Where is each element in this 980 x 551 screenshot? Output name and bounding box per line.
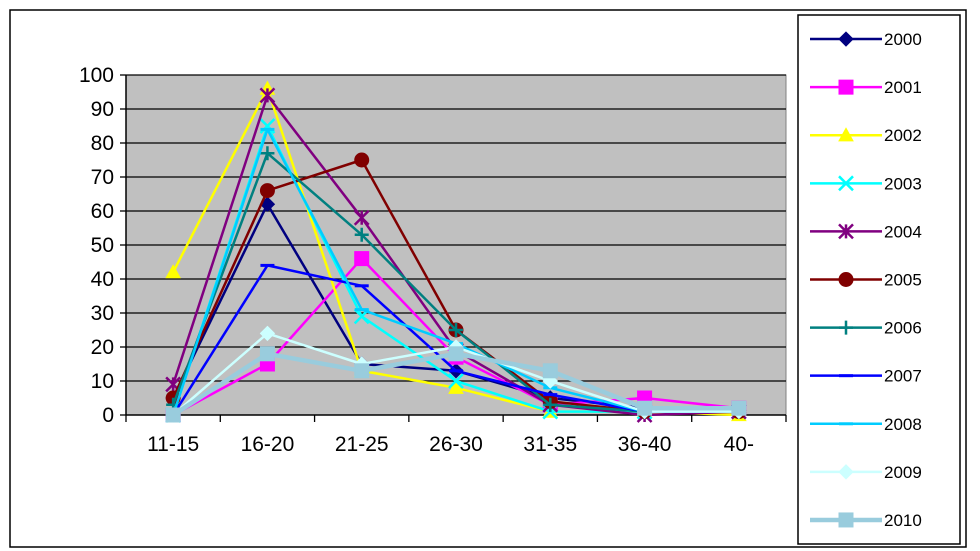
legend-item: 2009: [810, 463, 922, 482]
legend-label: 2002: [884, 126, 922, 145]
legend-label: 2005: [884, 271, 922, 290]
legend-label: 2001: [884, 78, 922, 97]
legend-item: 2007: [810, 367, 922, 386]
data-point: [448, 346, 464, 362]
x-tick-label: 31-35: [523, 433, 577, 456]
data-point: [165, 407, 181, 423]
y-tick-label: 50: [91, 234, 114, 257]
legend-item: 2000: [810, 30, 922, 49]
data-point: [448, 379, 464, 394]
y-tick-label: 0: [102, 404, 114, 427]
legend: 2000 2001 2002 2003 2004 2005 2006 2007 2008 2009…: [797, 14, 961, 545]
data-point: [260, 146, 275, 161]
legend-marker: [838, 272, 854, 287]
legend-item: 2001: [810, 78, 922, 97]
legend-marker: [838, 223, 854, 240]
data-point: [731, 400, 747, 416]
data-point: [543, 397, 558, 412]
series-2010: [165, 346, 747, 423]
legend-label: 2006: [884, 319, 922, 338]
legend-marker: [838, 127, 854, 142]
data-point: [353, 209, 370, 226]
legend-item: 2006: [810, 319, 922, 338]
legend-item: 2010: [810, 511, 922, 530]
y-tick-label: 40: [91, 268, 114, 291]
legend-item: 2003: [810, 174, 922, 193]
data-point: [259, 346, 275, 362]
y-tick-label: 10: [91, 370, 114, 393]
x-tick-label: 40-: [724, 433, 754, 456]
y-tick-label: 60: [91, 200, 114, 223]
y-tick-label: 100: [79, 64, 114, 87]
legend-item: 2004: [810, 222, 922, 241]
legend-marker: [838, 31, 854, 47]
legend-label: 2004: [884, 222, 922, 241]
legend-marker: [838, 464, 854, 480]
x-tick-label: 26-30: [429, 433, 483, 456]
data-point: [354, 251, 370, 267]
y-tick-label: 30: [91, 302, 114, 325]
legend-label: 2009: [884, 463, 922, 482]
data-point: [542, 363, 558, 379]
y-tick-label: 20: [91, 336, 114, 359]
data-point: [354, 152, 370, 168]
y-tick-label: 90: [91, 98, 114, 121]
legend-marker: [838, 175, 854, 192]
legend-label: 2010: [884, 511, 922, 530]
data-point: [637, 400, 653, 416]
axes: 0 10 20 30 40 50 60 70 80 90 100 11-15 16-20 21-25 26-…: [79, 64, 787, 456]
y-tick-label: 70: [91, 166, 114, 189]
x-tick-label: 11-15: [147, 433, 199, 456]
legend-marker: [838, 512, 854, 528]
legend-item: 2002: [810, 126, 922, 145]
data-point: [165, 264, 181, 279]
series-lines: [165, 80, 747, 423]
legend-item: 2005: [810, 271, 922, 290]
data-point: [259, 87, 276, 104]
data-point: [448, 373, 464, 389]
data-point: [354, 363, 370, 379]
x-tick-label: 36-40: [618, 433, 672, 456]
data-point: [259, 183, 275, 199]
data-point: [259, 325, 276, 342]
legend-label: 2000: [884, 30, 922, 49]
x-tick-label: 16-20: [241, 433, 295, 456]
data-point: [449, 323, 463, 337]
legend-marker: [838, 79, 854, 95]
legend-marker: [839, 320, 853, 335]
legend-label: 2008: [884, 415, 922, 434]
data-point: [354, 227, 369, 242]
legend-item: 2008: [810, 415, 922, 434]
x-tick-label: 21-25: [335, 433, 389, 456]
legend-label: 2007: [884, 367, 922, 386]
legend-label: 2003: [884, 174, 922, 193]
y-tick-label: 80: [91, 132, 114, 155]
